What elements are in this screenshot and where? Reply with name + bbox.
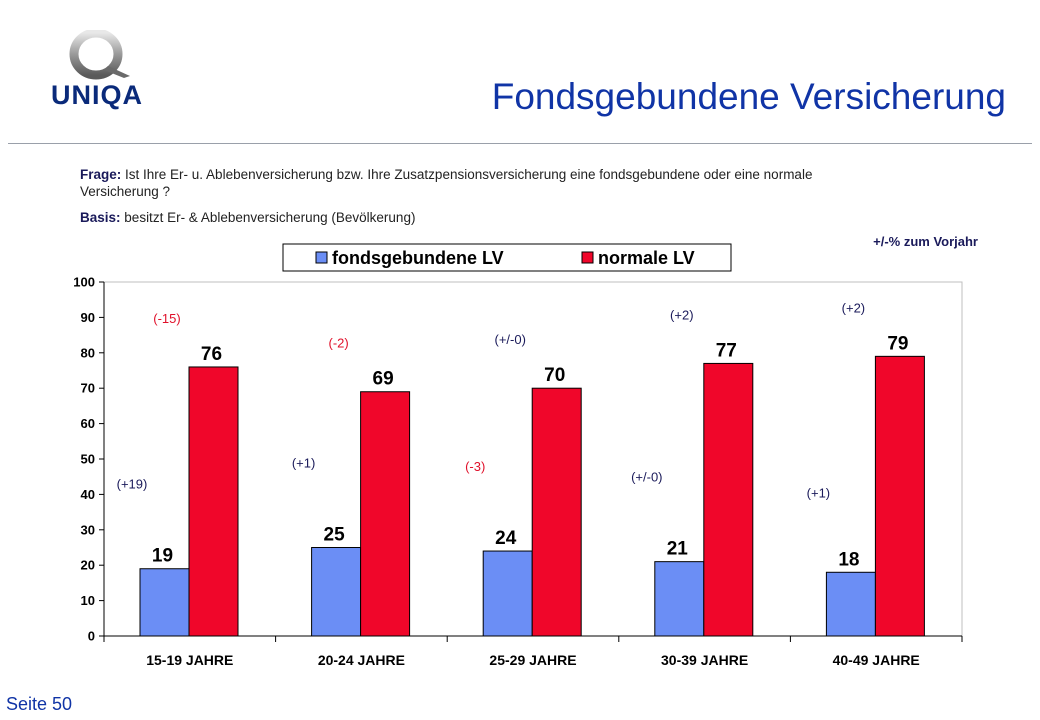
logo-text: UNIQA <box>51 80 143 110</box>
data-label: 69 <box>373 369 394 390</box>
x-tick-label: 20-24 JAHRE <box>318 652 405 668</box>
page-title: Fondsgebundene Versicherung <box>491 76 1006 117</box>
bar-fondsgebundene <box>311 547 362 637</box>
header-divider <box>8 143 1032 144</box>
bar-normale <box>703 362 754 637</box>
uniqa-logo: UNIQA <box>38 28 156 112</box>
frage-text: Ist Ihre Er- u. Ablebenversicherung bzw.… <box>80 167 813 199</box>
logo-mark-icon <box>69 28 130 80</box>
change-label: (+/-0) <box>494 332 525 347</box>
page-number: Seite 50 <box>6 694 73 714</box>
change-label: (+1) <box>292 456 315 471</box>
bar-fondsgebundene <box>654 561 705 637</box>
data-label: 24 <box>495 528 517 549</box>
legend-box <box>282 243 732 272</box>
y-tick-label: 10 <box>81 593 95 608</box>
change-label: (+/-0) <box>631 470 662 485</box>
change-label: (+2) <box>670 307 693 322</box>
y-tick-label: 90 <box>81 310 95 325</box>
bar-normale <box>360 391 411 637</box>
bar-normale <box>188 366 239 637</box>
legend-swatch-fondsgebundene <box>315 251 328 264</box>
data-label: 19 <box>152 546 173 567</box>
bar-fondsgebundene <box>139 568 190 637</box>
y-tick-label: 60 <box>81 416 95 431</box>
frage-label: Frage: <box>80 167 122 182</box>
y-tick-label: 100 <box>73 275 95 290</box>
legend-label-fondsgebundene: fondsgebundene LV <box>332 248 504 268</box>
change-label: (-2) <box>328 336 348 351</box>
data-label: 76 <box>201 344 222 365</box>
bar-normale <box>531 387 582 637</box>
y-tick-label: 0 <box>88 629 95 644</box>
data-label: 77 <box>716 340 737 361</box>
y-tick-label: 20 <box>81 558 95 573</box>
basis-text: besitzt Er- & Ablebenversicherung (Bevöl… <box>124 210 416 225</box>
legend-swatch-normale <box>581 251 594 264</box>
y-tick-label: 80 <box>81 345 95 360</box>
y-tick-label: 70 <box>81 381 95 396</box>
change-label: (+19) <box>117 477 148 492</box>
bar-fondsgebundene <box>482 550 533 637</box>
x-tick-label: 15-19 JAHRE <box>146 652 233 668</box>
x-tick-label: 30-39 JAHRE <box>661 652 748 668</box>
change-label: (+1) <box>807 485 830 500</box>
y-tick-label: 50 <box>81 452 95 467</box>
y-tick-label: 40 <box>81 487 95 502</box>
legend-label-normale: normale LV <box>598 248 695 268</box>
x-tick-label: 25-29 JAHRE <box>489 652 576 668</box>
question-block: Frage: Ist Ihre Er- u. Ablebenversicheru… <box>80 166 840 200</box>
data-label: 21 <box>667 539 689 560</box>
basis-block: Basis: besitzt Er- & Ablebenversicherung… <box>80 210 415 225</box>
change-label: (+2) <box>842 300 865 315</box>
data-label: 79 <box>887 333 908 354</box>
bar-fondsgebundene <box>825 571 876 637</box>
x-tick-label: 40-49 JAHRE <box>833 652 920 668</box>
data-label: 25 <box>324 525 346 546</box>
y-tick-label: 30 <box>81 522 95 537</box>
change-label: (-3) <box>465 459 485 474</box>
change-note: +/-% zum Vorjahr <box>873 234 978 249</box>
basis-label: Basis: <box>80 210 121 225</box>
data-label: 18 <box>838 549 859 570</box>
change-label: (-15) <box>153 311 180 326</box>
data-label: 70 <box>544 365 565 386</box>
bar-normale <box>874 355 925 637</box>
